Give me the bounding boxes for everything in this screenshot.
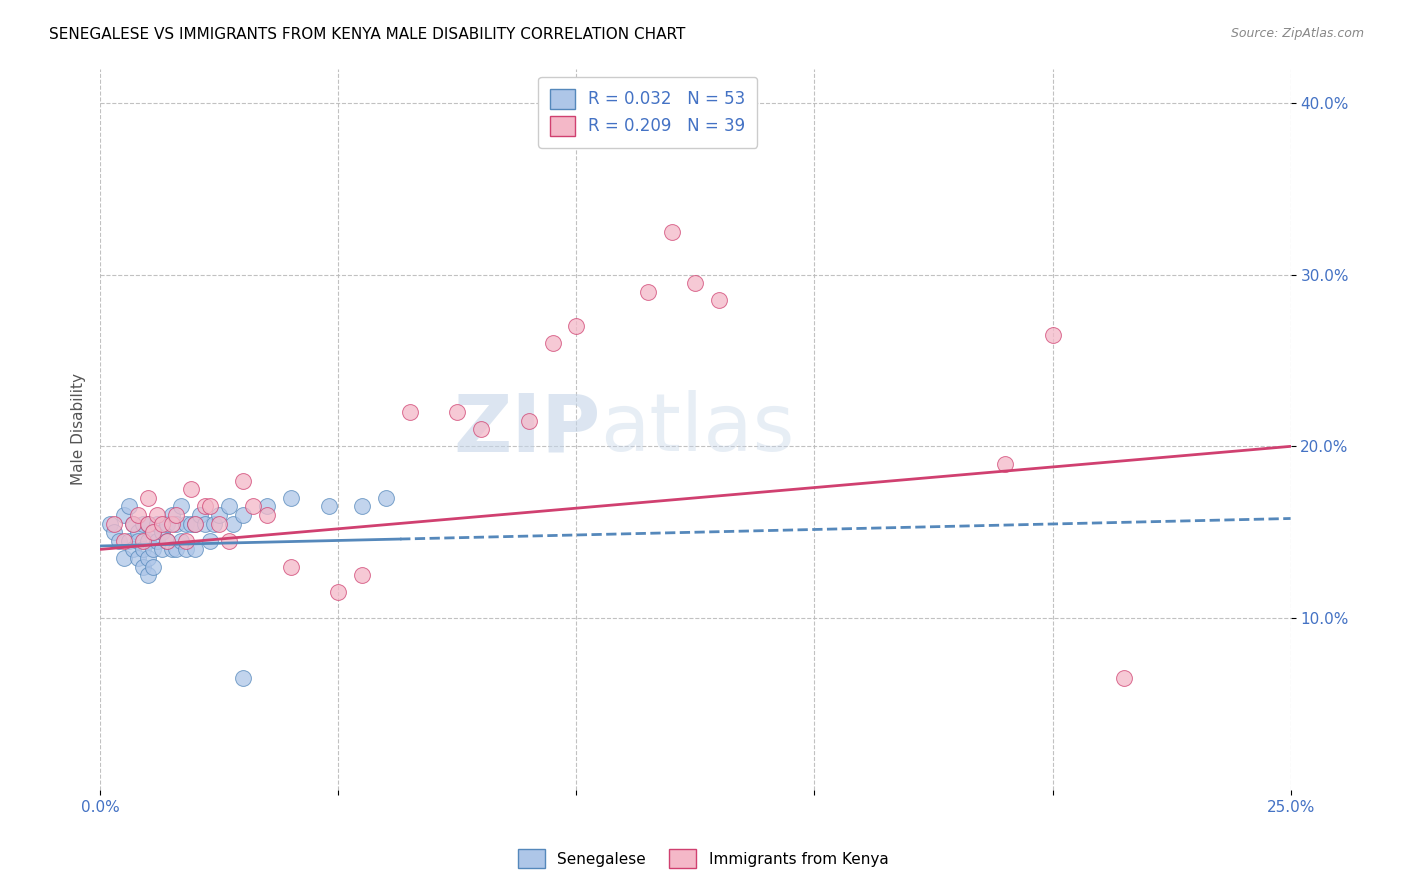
Point — [156, 533, 179, 548]
Point — [709, 293, 731, 308]
Point — [661, 225, 683, 239]
Point — [136, 491, 159, 505]
Point — [232, 508, 254, 522]
Point — [136, 533, 159, 548]
Y-axis label: Male Disability: Male Disability — [72, 373, 86, 485]
Point — [156, 533, 179, 548]
Text: atlas: atlas — [600, 390, 794, 468]
Point — [112, 533, 135, 548]
Legend: Senegalese, Immigrants from Kenya: Senegalese, Immigrants from Kenya — [510, 841, 896, 875]
Point — [112, 508, 135, 522]
Point — [160, 542, 183, 557]
Point — [1112, 671, 1135, 685]
Point — [180, 483, 202, 497]
Point — [565, 319, 588, 334]
Point — [242, 500, 264, 514]
Point — [127, 533, 149, 548]
Point — [180, 516, 202, 531]
Point — [165, 516, 187, 531]
Point — [156, 516, 179, 531]
Point — [103, 516, 125, 531]
Point — [184, 542, 207, 557]
Point — [218, 500, 240, 514]
Point — [132, 516, 155, 531]
Point — [256, 500, 278, 514]
Point — [202, 516, 225, 531]
Point — [1042, 327, 1064, 342]
Point — [103, 525, 125, 540]
Text: ZIP: ZIP — [453, 390, 600, 468]
Point — [141, 525, 163, 540]
Point — [108, 533, 131, 548]
Legend: R = 0.032   N = 53, R = 0.209   N = 39: R = 0.032 N = 53, R = 0.209 N = 39 — [538, 77, 758, 147]
Point — [470, 422, 492, 436]
Point — [232, 671, 254, 685]
Point — [541, 336, 564, 351]
Point — [208, 508, 231, 522]
Point — [174, 533, 197, 548]
Point — [318, 500, 340, 514]
Point — [112, 551, 135, 566]
Point — [150, 516, 173, 531]
Point — [517, 414, 540, 428]
Point — [446, 405, 468, 419]
Point — [146, 516, 169, 531]
Point — [127, 551, 149, 566]
Point — [398, 405, 420, 419]
Point — [174, 516, 197, 531]
Point — [122, 542, 145, 557]
Point — [160, 516, 183, 531]
Point — [136, 551, 159, 566]
Point — [127, 525, 149, 540]
Point — [194, 500, 217, 514]
Point — [118, 500, 141, 514]
Text: Source: ZipAtlas.com: Source: ZipAtlas.com — [1230, 27, 1364, 40]
Point — [170, 500, 193, 514]
Point — [132, 542, 155, 557]
Point — [194, 516, 217, 531]
Point — [218, 533, 240, 548]
Point — [994, 457, 1017, 471]
Point — [136, 516, 159, 531]
Point — [174, 542, 197, 557]
Point — [98, 516, 121, 531]
Point — [150, 542, 173, 557]
Point — [350, 568, 373, 582]
Point — [256, 508, 278, 522]
Point — [685, 276, 707, 290]
Point — [150, 525, 173, 540]
Point — [141, 525, 163, 540]
Point — [198, 500, 221, 514]
Point — [127, 508, 149, 522]
Point — [280, 491, 302, 505]
Text: SENEGALESE VS IMMIGRANTS FROM KENYA MALE DISABILITY CORRELATION CHART: SENEGALESE VS IMMIGRANTS FROM KENYA MALE… — [49, 27, 686, 42]
Point — [132, 533, 155, 548]
Point — [146, 508, 169, 522]
Point — [141, 559, 163, 574]
Point — [170, 533, 193, 548]
Point — [146, 533, 169, 548]
Point — [122, 516, 145, 531]
Point — [188, 508, 211, 522]
Point — [165, 508, 187, 522]
Point — [132, 559, 155, 574]
Point — [165, 542, 187, 557]
Point — [222, 516, 245, 531]
Point — [122, 516, 145, 531]
Point — [232, 474, 254, 488]
Point — [350, 500, 373, 514]
Point — [208, 516, 231, 531]
Point — [198, 533, 221, 548]
Point — [160, 508, 183, 522]
Point — [328, 585, 350, 599]
Point — [374, 491, 396, 505]
Point — [136, 516, 159, 531]
Point — [184, 516, 207, 531]
Point — [118, 533, 141, 548]
Point — [637, 285, 659, 299]
Point — [184, 516, 207, 531]
Point — [141, 542, 163, 557]
Point — [136, 568, 159, 582]
Point — [280, 559, 302, 574]
